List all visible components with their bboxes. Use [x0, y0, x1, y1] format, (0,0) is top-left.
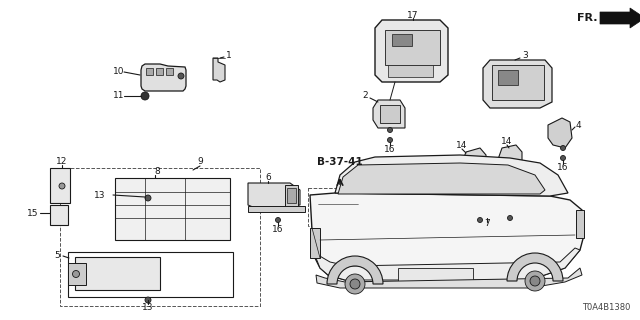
Polygon shape — [460, 148, 486, 178]
Bar — [68, 263, 86, 285]
Text: 6: 6 — [265, 173, 271, 182]
Text: 15: 15 — [26, 209, 38, 218]
Text: 16: 16 — [272, 225, 284, 234]
Text: 17: 17 — [407, 11, 419, 20]
Text: 2: 2 — [362, 92, 368, 100]
Bar — [60, 168, 260, 306]
Bar — [576, 210, 584, 238]
Bar — [50, 205, 68, 225]
Text: 14: 14 — [456, 141, 468, 150]
Polygon shape — [285, 185, 298, 208]
Bar — [146, 68, 153, 75]
Bar — [398, 268, 473, 286]
Circle shape — [350, 279, 360, 289]
Circle shape — [477, 218, 483, 222]
Text: 3: 3 — [522, 51, 528, 60]
Bar — [68, 252, 233, 297]
Polygon shape — [548, 118, 572, 148]
Text: 1: 1 — [226, 51, 232, 60]
Bar — [498, 70, 518, 85]
Circle shape — [508, 215, 513, 220]
Text: 4: 4 — [576, 122, 582, 131]
Circle shape — [345, 274, 365, 294]
Text: 12: 12 — [56, 157, 68, 166]
Bar — [50, 168, 70, 203]
Polygon shape — [248, 183, 300, 210]
Circle shape — [387, 138, 392, 142]
Text: 8: 8 — [154, 167, 160, 177]
Circle shape — [561, 146, 566, 150]
Polygon shape — [496, 145, 522, 174]
Polygon shape — [310, 193, 584, 283]
Bar — [492, 65, 544, 100]
Text: 7: 7 — [484, 220, 490, 228]
Polygon shape — [316, 248, 580, 280]
Polygon shape — [373, 100, 405, 128]
Text: FR.: FR. — [577, 13, 597, 23]
Circle shape — [525, 271, 545, 291]
Circle shape — [387, 127, 392, 132]
Text: 13: 13 — [142, 303, 154, 313]
Circle shape — [72, 270, 79, 277]
Wedge shape — [327, 256, 383, 284]
Polygon shape — [335, 155, 568, 196]
Polygon shape — [483, 60, 552, 108]
Bar — [166, 68, 173, 75]
Text: 13: 13 — [94, 190, 106, 199]
Circle shape — [141, 92, 149, 100]
Wedge shape — [507, 253, 563, 281]
Polygon shape — [318, 196, 358, 218]
Text: 9: 9 — [197, 157, 203, 166]
Circle shape — [178, 73, 184, 79]
Bar — [156, 68, 163, 75]
Text: 10: 10 — [113, 68, 125, 76]
Polygon shape — [213, 58, 225, 82]
Text: 11: 11 — [113, 92, 125, 100]
Text: 5: 5 — [54, 252, 60, 260]
Polygon shape — [141, 64, 186, 91]
Polygon shape — [248, 206, 305, 212]
Polygon shape — [600, 8, 640, 28]
Polygon shape — [375, 20, 448, 82]
Circle shape — [275, 218, 280, 222]
Bar — [385, 30, 440, 65]
Text: B-37-41: B-37-41 — [317, 157, 363, 167]
Polygon shape — [316, 268, 582, 288]
Circle shape — [561, 156, 566, 161]
Polygon shape — [75, 257, 160, 290]
Bar — [287, 188, 296, 203]
Bar — [310, 228, 320, 258]
Circle shape — [145, 195, 151, 201]
Text: 16: 16 — [557, 163, 569, 172]
Bar — [308, 188, 372, 226]
Circle shape — [145, 297, 151, 303]
Circle shape — [59, 183, 65, 189]
Circle shape — [530, 276, 540, 286]
Text: 16: 16 — [384, 145, 396, 154]
Text: 14: 14 — [501, 138, 513, 147]
Bar — [380, 105, 400, 123]
Polygon shape — [468, 190, 510, 220]
Bar — [392, 34, 412, 46]
Bar — [388, 65, 433, 77]
Polygon shape — [338, 163, 545, 194]
Polygon shape — [115, 178, 230, 240]
Text: T0A4B1380: T0A4B1380 — [582, 303, 630, 313]
